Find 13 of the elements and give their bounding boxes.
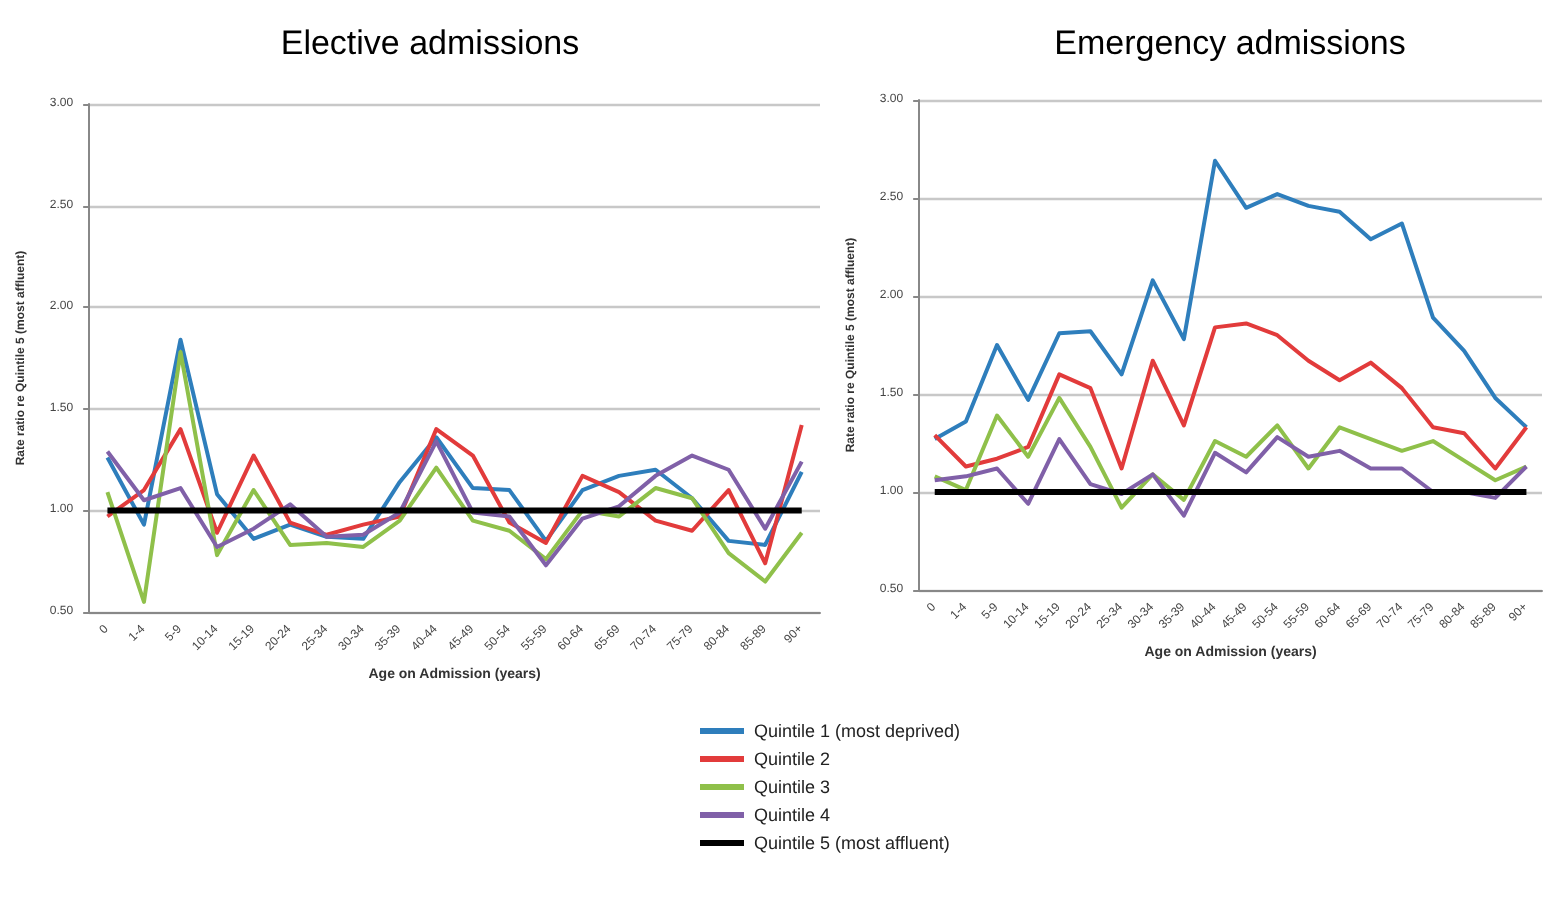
line-series bbox=[105, 349, 804, 604]
line-series bbox=[932, 321, 1529, 471]
legend-label: Quintile 2 bbox=[754, 749, 831, 769]
chart-title: Elective admissions bbox=[280, 24, 580, 62]
line-series bbox=[932, 435, 1529, 518]
line-series bbox=[932, 395, 1529, 510]
legend-label: Quintile 3 bbox=[754, 777, 831, 797]
line-series bbox=[105, 337, 804, 547]
legend-label: Quintile 5 (most affluent) bbox=[754, 833, 950, 853]
chart-title: Emergency admissions bbox=[1054, 24, 1406, 62]
legend-label: Quintile 4 bbox=[754, 805, 831, 825]
line-series bbox=[932, 158, 1529, 442]
legend-label: Quintile 1 (most deprived) bbox=[754, 721, 961, 741]
